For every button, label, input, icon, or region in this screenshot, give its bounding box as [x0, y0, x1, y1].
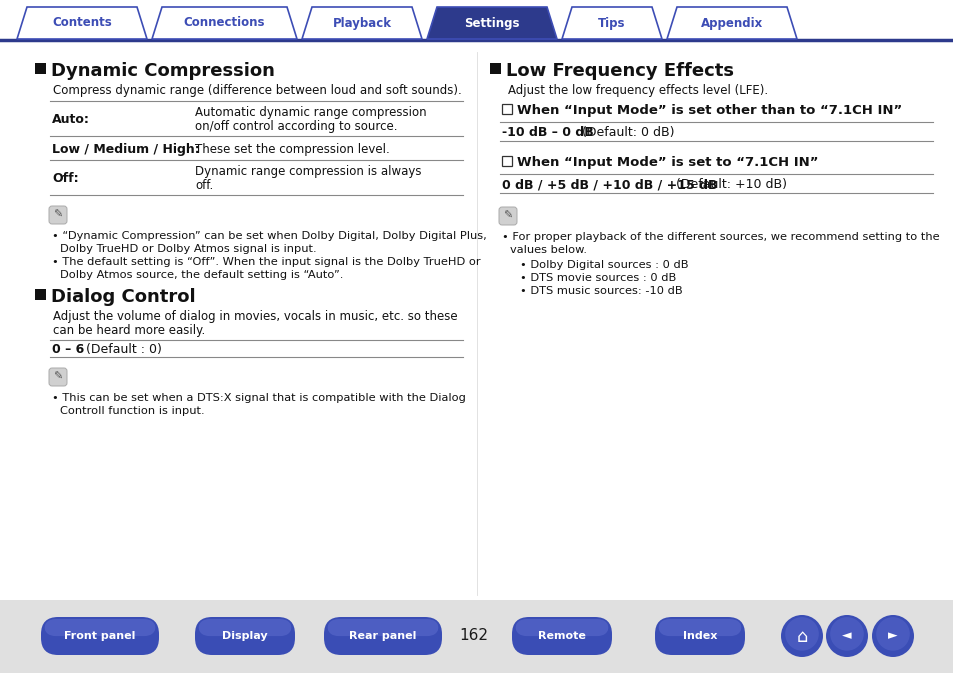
- Text: Compress dynamic range (difference between loud and soft sounds).: Compress dynamic range (difference betwe…: [53, 84, 461, 97]
- Text: Appendix: Appendix: [700, 17, 762, 30]
- Text: Display: Display: [222, 631, 268, 641]
- Circle shape: [825, 615, 867, 657]
- Text: ◄: ◄: [841, 629, 851, 643]
- Text: 162: 162: [459, 629, 488, 643]
- Polygon shape: [17, 7, 147, 39]
- FancyBboxPatch shape: [327, 619, 438, 636]
- Polygon shape: [561, 7, 661, 39]
- Text: 0 – 6: 0 – 6: [52, 343, 84, 356]
- Text: Dynamic Compression: Dynamic Compression: [51, 62, 274, 80]
- FancyBboxPatch shape: [41, 617, 159, 655]
- Text: Dialog Control: Dialog Control: [51, 288, 195, 306]
- Bar: [35, 289, 46, 300]
- FancyBboxPatch shape: [498, 207, 517, 225]
- Text: Settings: Settings: [464, 17, 519, 30]
- Bar: [501, 156, 512, 166]
- FancyBboxPatch shape: [198, 619, 292, 636]
- Text: Playback: Playback: [333, 17, 391, 30]
- Text: When “Input Mode” is set other than to “7.1CH IN”: When “Input Mode” is set other than to “…: [517, 104, 902, 117]
- Text: ✎: ✎: [53, 210, 63, 220]
- FancyBboxPatch shape: [324, 617, 441, 655]
- Text: (Default: 0 dB): (Default: 0 dB): [578, 126, 674, 139]
- Circle shape: [875, 617, 909, 651]
- Text: Automatic dynamic range compression: Automatic dynamic range compression: [194, 106, 426, 119]
- Polygon shape: [666, 7, 796, 39]
- Text: Controll function is input.: Controll function is input.: [60, 406, 204, 416]
- Text: • Dolby Digital sources : 0 dB: • Dolby Digital sources : 0 dB: [519, 260, 688, 270]
- Text: When “Input Mode” is set to “7.1CH IN”: When “Input Mode” is set to “7.1CH IN”: [517, 156, 818, 169]
- Circle shape: [784, 617, 818, 651]
- Text: 0 dB / +5 dB / +10 dB / +15 dB: 0 dB / +5 dB / +10 dB / +15 dB: [501, 178, 717, 191]
- Text: Adjust the volume of dialog in movies, vocals in music, etc. so these: Adjust the volume of dialog in movies, v…: [53, 310, 457, 323]
- Text: on/off control according to source.: on/off control according to source.: [194, 120, 397, 133]
- Text: These set the compression level.: These set the compression level.: [194, 143, 390, 155]
- Text: ►: ►: [887, 629, 897, 643]
- Text: can be heard more easily.: can be heard more easily.: [53, 324, 205, 337]
- Text: ✎: ✎: [503, 211, 512, 221]
- Text: • The default setting is “Off”. When the input signal is the Dolby TrueHD or: • The default setting is “Off”. When the…: [52, 257, 480, 267]
- FancyBboxPatch shape: [655, 617, 744, 655]
- Text: Low / Medium / High:: Low / Medium / High:: [52, 143, 199, 155]
- Text: Front panel: Front panel: [64, 631, 135, 641]
- Polygon shape: [302, 7, 421, 39]
- Text: Dolby TrueHD or Dolby Atmos signal is input.: Dolby TrueHD or Dolby Atmos signal is in…: [60, 244, 316, 254]
- Text: • This can be set when a DTS:X signal that is compatible with the Dialog: • This can be set when a DTS:X signal th…: [52, 393, 465, 403]
- Text: • For proper playback of the different sources, we recommend setting to the: • For proper playback of the different s…: [501, 232, 939, 242]
- Text: • “Dynamic Compression” can be set when Dolby Digital, Dolby Digital Plus,: • “Dynamic Compression” can be set when …: [52, 231, 486, 241]
- Bar: [490, 63, 500, 74]
- FancyBboxPatch shape: [515, 619, 608, 636]
- FancyBboxPatch shape: [49, 206, 67, 224]
- Text: -10 dB – 0 dB: -10 dB – 0 dB: [501, 126, 593, 139]
- Text: Index: Index: [682, 631, 717, 641]
- FancyBboxPatch shape: [658, 619, 741, 636]
- Bar: [501, 104, 512, 114]
- Circle shape: [829, 617, 862, 651]
- Circle shape: [871, 615, 913, 657]
- Text: Dynamic range compression is always: Dynamic range compression is always: [194, 165, 421, 178]
- Text: Contents: Contents: [52, 17, 112, 30]
- FancyBboxPatch shape: [194, 617, 294, 655]
- Bar: [0, 600, 953, 673]
- Text: • DTS music sources: -10 dB: • DTS music sources: -10 dB: [519, 286, 682, 296]
- Text: Dolby Atmos source, the default setting is “Auto”.: Dolby Atmos source, the default setting …: [60, 270, 343, 280]
- Text: Connections: Connections: [184, 17, 265, 30]
- Bar: [35, 63, 46, 74]
- Text: Tips: Tips: [598, 17, 625, 30]
- Text: (Default : 0): (Default : 0): [82, 343, 162, 356]
- Text: (Default: +10 dB): (Default: +10 dB): [671, 178, 786, 191]
- Text: Off:: Off:: [52, 172, 78, 185]
- Circle shape: [781, 615, 822, 657]
- FancyBboxPatch shape: [49, 368, 67, 386]
- Text: Remote: Remote: [537, 631, 585, 641]
- FancyBboxPatch shape: [44, 619, 156, 636]
- Polygon shape: [152, 7, 296, 39]
- Text: off.: off.: [194, 179, 213, 192]
- Text: Rear panel: Rear panel: [349, 631, 416, 641]
- Text: values below.: values below.: [510, 245, 586, 255]
- Text: • DTS movie sources : 0 dB: • DTS movie sources : 0 dB: [519, 273, 676, 283]
- Text: ✎: ✎: [53, 372, 63, 382]
- Text: Adjust the low frequency effects level (LFE).: Adjust the low frequency effects level (…: [507, 84, 767, 97]
- Polygon shape: [427, 7, 557, 39]
- Text: ⌂: ⌂: [796, 628, 807, 646]
- Text: Auto:: Auto:: [52, 113, 90, 126]
- Text: Low Frequency Effects: Low Frequency Effects: [505, 62, 733, 80]
- FancyBboxPatch shape: [512, 617, 612, 655]
